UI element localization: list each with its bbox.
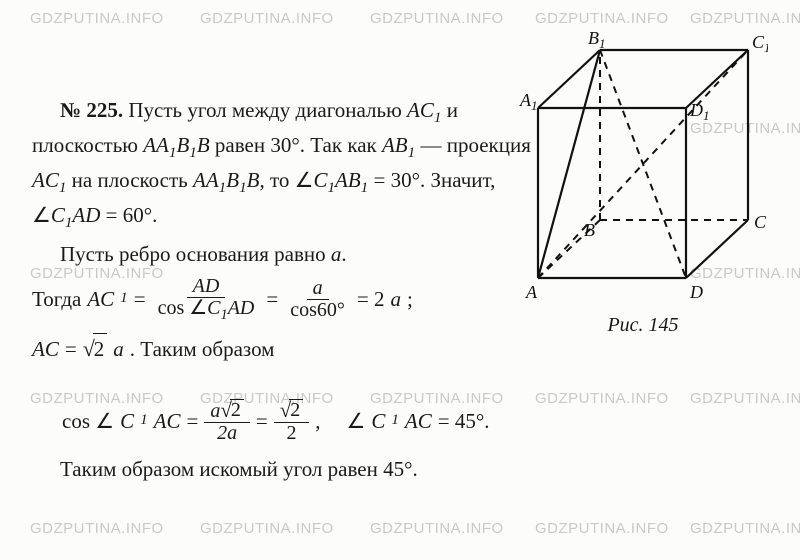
solution-text: № 225. Пусть угол между диагона­лью AC1 …: [32, 95, 532, 484]
watermark: GDZPUTINA.INFO: [200, 10, 334, 27]
svg-text:A: A: [525, 282, 538, 302]
watermark: GDZPUTINA.INFO: [200, 520, 334, 537]
watermark: GDZPUTINA.INFO: [690, 520, 800, 537]
problem-number: № 225.: [60, 98, 123, 122]
watermark: GDZPUTINA.INFO: [690, 10, 800, 27]
svg-text:D1: D1: [689, 100, 710, 123]
svg-text:C: C: [754, 212, 767, 232]
svg-text:A1: A1: [519, 90, 538, 113]
watermark: GDZPUTINA.INFO: [535, 520, 669, 537]
watermark: GDZPUTINA.INFO: [535, 390, 669, 407]
eq-line-3: cos ∠C1AC = a√2 2a = √2 2 , ∠C1AC = 45°.: [62, 399, 532, 444]
watermark: GDZPUTINA.INFO: [370, 10, 504, 27]
watermark: GDZPUTINA.INFO: [30, 10, 164, 27]
watermark: GDZPUTINA.INFO: [690, 390, 800, 407]
cube-figure: A D B C A1 D1 B1 C1 Рис. 145: [518, 30, 768, 340]
final-line: Таким образом искомый угол равен 45°.: [32, 454, 532, 484]
svg-text:B1: B1: [588, 30, 606, 51]
svg-text:B: B: [584, 220, 595, 240]
watermark: GDZPUTINA.INFO: [535, 10, 669, 27]
eq-line-2: AC = √2 a. Таким образом: [32, 333, 532, 365]
svg-text:D: D: [689, 282, 703, 302]
watermark: GDZPUTINA.INFO: [370, 520, 504, 537]
watermark: GDZPUTINA.INFO: [30, 520, 164, 537]
svg-text:C1: C1: [752, 32, 768, 55]
figure-caption: Рис. 145: [518, 314, 768, 337]
eq-line-1: Тогда AC1 = AD cos ∠C1AD = a cos60° = 2a…: [32, 276, 532, 323]
